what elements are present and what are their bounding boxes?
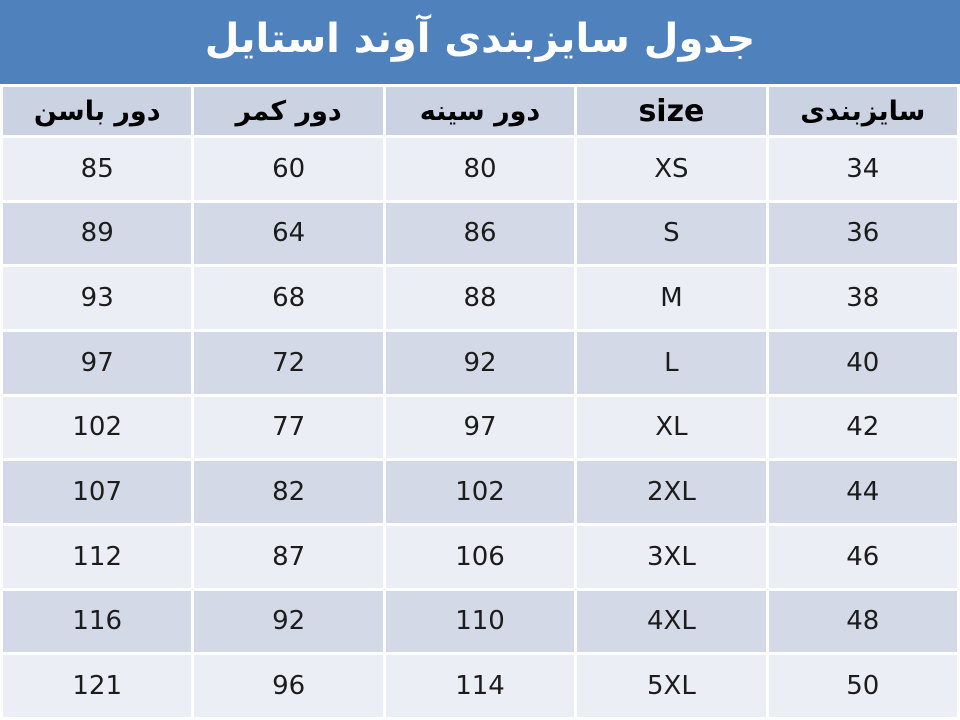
table-cell: 82 — [191, 458, 386, 526]
table-cell: 80 — [382, 135, 578, 203]
table-cell: 106 — [382, 522, 578, 591]
table-cell: 102 — [0, 393, 195, 462]
table-header-cell-4: دور باسن — [0, 84, 195, 138]
table-cell: 112 — [0, 522, 195, 591]
size-table-container: سایزبندی size دور سینه دور کمر دور باسن 34 XS… — [0, 84, 960, 720]
table-row: 42 XL 97 77 102 — [0, 393, 960, 462]
table-cell: 3XL — [574, 522, 769, 591]
table-cell: 96 — [191, 652, 386, 720]
size-table-head: سایزبندی size دور سینه دور کمر دور باسن — [0, 84, 960, 138]
table-cell: 87 — [191, 522, 386, 591]
table-cell: 38 — [765, 264, 960, 332]
table-row: 34 XS 80 60 85 — [0, 135, 960, 203]
page-title: جدول سایزبندی آوند استایل — [204, 16, 756, 62]
table-header-cell-3: دور کمر — [191, 84, 386, 138]
table-cell: 34 — [765, 135, 960, 203]
table-row: 46 3XL 106 87 112 — [0, 522, 960, 591]
table-row: 44 2XL 102 82 107 — [0, 458, 960, 526]
table-cell: 114 — [382, 652, 578, 720]
table-header-cell-2: دور سینه — [382, 84, 578, 138]
table-cell: 88 — [382, 264, 578, 332]
table-cell: XS — [574, 135, 769, 203]
table-cell: 72 — [191, 328, 386, 397]
table-cell: 42 — [765, 393, 960, 462]
table-header-cell-1: size — [574, 84, 769, 138]
table-row: 38 M 88 68 93 — [0, 264, 960, 332]
size-table: سایزبندی size دور سینه دور کمر دور باسن 34 XS… — [0, 84, 960, 720]
table-cell: 4XL — [574, 587, 769, 656]
table-row: 48 4XL 110 92 116 — [0, 587, 960, 656]
table-cell: 46 — [765, 522, 960, 591]
table-header-row: سایزبندی size دور سینه دور کمر دور باسن — [0, 84, 960, 138]
table-cell: 89 — [0, 199, 195, 268]
table-cell: 102 — [382, 458, 578, 526]
table-cell: 2XL — [574, 458, 769, 526]
table-cell: M — [574, 264, 769, 332]
table-cell: 107 — [0, 458, 195, 526]
table-cell: 68 — [191, 264, 386, 332]
table-header-cell-0: سایزبندی — [765, 84, 960, 138]
table-cell: 97 — [0, 328, 195, 397]
table-cell: 44 — [765, 458, 960, 526]
table-cell: 97 — [382, 393, 578, 462]
table-cell: 92 — [191, 587, 386, 656]
table-cell: XL — [574, 393, 769, 462]
table-cell: 110 — [382, 587, 578, 656]
table-cell: L — [574, 328, 769, 397]
title-bar: جدول سایزبندی آوند استایل — [0, 0, 960, 84]
table-cell: S — [574, 199, 769, 268]
table-cell: 50 — [765, 652, 960, 720]
table-cell: 5XL — [574, 652, 769, 720]
size-table-body: 34 XS 80 60 85 36 S 86 64 89 38 M 88 68 93 40 L 92 72 97 42 X… — [0, 135, 960, 720]
table-cell: 60 — [191, 135, 386, 203]
table-cell: 77 — [191, 393, 386, 462]
table-cell: 85 — [0, 135, 195, 203]
table-cell: 121 — [0, 652, 195, 720]
table-row: 40 L 92 72 97 — [0, 328, 960, 397]
table-cell: 64 — [191, 199, 386, 268]
table-cell: 36 — [765, 199, 960, 268]
table-row: 36 S 86 64 89 — [0, 199, 960, 268]
table-cell: 93 — [0, 264, 195, 332]
table-row: 50 5XL 114 96 121 — [0, 652, 960, 720]
table-cell: 86 — [382, 199, 578, 268]
table-cell: 48 — [765, 587, 960, 656]
table-cell: 116 — [0, 587, 195, 656]
table-cell: 92 — [382, 328, 578, 397]
table-cell: 40 — [765, 328, 960, 397]
